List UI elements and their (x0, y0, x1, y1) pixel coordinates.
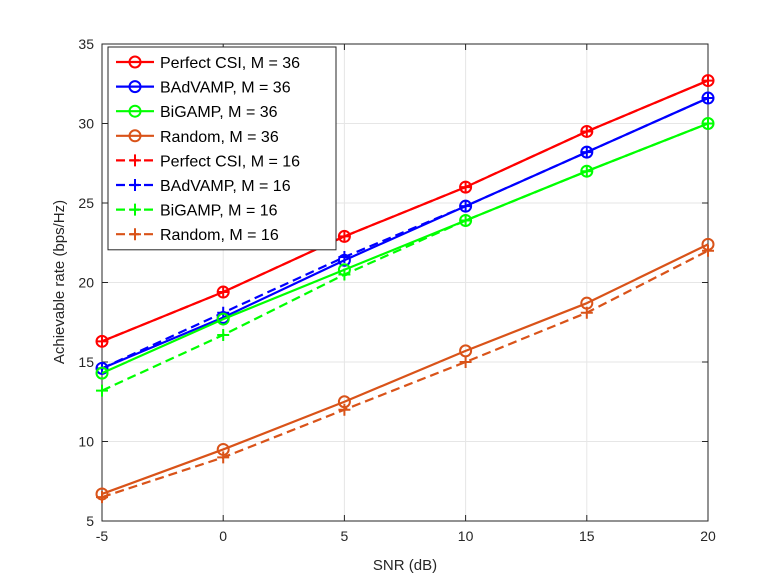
legend-marker (128, 80, 142, 94)
data-point (580, 145, 594, 159)
series-line (101, 79, 709, 343)
legend-marker (128, 129, 142, 143)
legend-marker (128, 55, 142, 69)
legend-label: BAdVAMP, M = 36 (160, 80, 291, 97)
data-point (95, 487, 109, 501)
series-line (101, 249, 709, 499)
legend-box (107, 46, 337, 251)
data-point (337, 263, 351, 277)
data-point (459, 344, 473, 358)
data-point (459, 213, 473, 227)
data-point (459, 199, 473, 213)
data-point (216, 285, 230, 299)
x-tick-label: 5 (341, 528, 349, 544)
legend-marker (129, 154, 141, 167)
legend-label: Random, M = 36 (160, 129, 279, 146)
x-tick-label: -5 (96, 528, 109, 544)
legend-item: BAdVAMP, M = 36 (116, 80, 291, 97)
x-tick-label: 0 (219, 528, 227, 544)
data-point (337, 395, 351, 409)
y-tick-label: 20 (78, 275, 94, 291)
y-tick-label: 5 (86, 513, 94, 529)
legend-label: BAdVAMP, M = 16 (160, 178, 291, 195)
data-point (96, 384, 108, 397)
data-point (95, 366, 109, 380)
series-line (101, 97, 709, 370)
legend-label: BiGAMP, M = 36 (160, 104, 278, 121)
x-tick-label: 10 (458, 528, 474, 544)
data-point (337, 253, 351, 267)
legend-label: Random, M = 16 (160, 227, 279, 244)
data-point (95, 334, 109, 348)
data-point (459, 180, 473, 194)
data-point (580, 164, 594, 178)
legend-marker (128, 104, 142, 118)
data-point (701, 91, 715, 105)
y-tick-label: 35 (78, 36, 94, 52)
data-point (701, 74, 715, 88)
x-axis-label: SNR (dB) (373, 557, 437, 574)
legend-marker (129, 228, 141, 241)
x-tick-label: 20 (700, 528, 716, 544)
y-tick-label: 10 (78, 434, 94, 450)
legend-item: BiGAMP, M = 16 (116, 203, 278, 220)
legend-marker (129, 203, 141, 216)
data-point (701, 237, 715, 251)
y-tick-label: 25 (78, 195, 94, 211)
axes: -5 0 5 10 15 20 5 10 15 20 25 30 35 (78, 36, 716, 544)
x-tick-label: 15 (579, 528, 595, 544)
data-point (338, 403, 351, 416)
data-point (701, 117, 715, 130)
legend-item: BAdVAMP, M = 16 (116, 178, 291, 195)
data-point (217, 328, 230, 341)
legend: Perfect CSI, M = 36 BAdVAMP, M = 36 BiGAMP… (107, 46, 337, 251)
legend-marker (129, 179, 141, 191)
legend-item: Random, M = 36 (116, 129, 279, 146)
legend-item: Perfect CSI, M = 36 (116, 55, 300, 72)
data-point (216, 312, 230, 326)
data-point (337, 229, 351, 243)
legend-item: Perfect CSI, M = 16 (116, 153, 300, 170)
legend-item: Random, M = 16 (116, 227, 279, 244)
data-point (580, 124, 594, 138)
y-tick-label: 15 (78, 354, 94, 370)
data-point (95, 361, 109, 375)
series-group (95, 74, 715, 504)
series-bigamp-m-36 (95, 117, 715, 380)
series-perfect-csi-m-36 (95, 74, 715, 348)
legend-label: BiGAMP, M = 16 (160, 203, 278, 220)
data-point (580, 296, 594, 310)
legend-item: BiGAMP, M = 36 (116, 104, 278, 121)
y-axis-label: Achievable rate (bps/Hz) (51, 200, 68, 364)
legend-label: Perfect CSI, M = 16 (160, 153, 300, 170)
series-badvamp-m-36 (95, 91, 715, 375)
data-point (459, 356, 472, 368)
data-point (216, 442, 230, 456)
series-line (101, 122, 709, 375)
legend-label: Perfect CSI, M = 36 (160, 55, 300, 72)
data-point (217, 451, 230, 464)
y-tick-label: 30 (78, 116, 94, 132)
series-line (101, 243, 709, 496)
series-random-m-36 (95, 237, 715, 501)
